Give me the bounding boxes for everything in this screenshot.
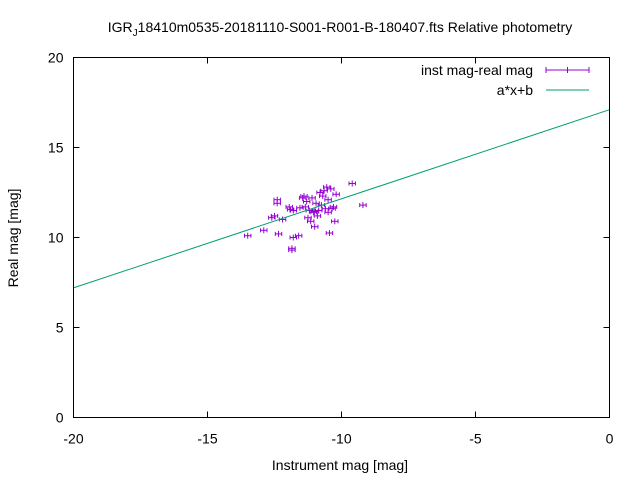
x-tick-label: -20 (63, 431, 83, 447)
data-point (301, 203, 310, 210)
data-point (286, 206, 295, 213)
data-point (325, 230, 334, 236)
data-point (324, 209, 332, 216)
chart-title-prefix: IGR (108, 19, 133, 35)
data-point (288, 247, 296, 254)
chart-title-subscript: J (133, 28, 138, 39)
x-tick-label: 0 (606, 431, 614, 447)
data-point (310, 223, 319, 230)
data-point (302, 198, 311, 205)
legend-label-fit: a*x+b (497, 82, 533, 98)
chart-title-rest: 18410m0535-20181110-S001-R001-B-180407.f… (138, 19, 573, 35)
data-point (274, 230, 283, 237)
x-tick-label: -10 (331, 431, 351, 447)
y-tick-label: 20 (48, 50, 64, 66)
data-point (329, 203, 338, 210)
data-point (273, 196, 281, 203)
y-tick-label: 10 (48, 230, 64, 246)
data-point (348, 180, 356, 187)
data-point (243, 232, 252, 239)
chart-title: IGRJ18410m0535-20181110-S001-R001-B-1804… (108, 19, 572, 39)
y-tick-label: 0 (56, 410, 64, 426)
data-point (260, 227, 268, 234)
data-point (332, 191, 340, 198)
data-point (313, 212, 322, 219)
y-tick-label: 15 (48, 140, 64, 156)
data-point (306, 218, 315, 225)
x-tick-label: -15 (197, 431, 217, 447)
data-point (304, 214, 312, 221)
data-point (294, 232, 303, 239)
data-point (319, 193, 327, 200)
x-tick-label: -5 (469, 431, 482, 447)
y-tick-label: 5 (56, 320, 64, 336)
data-point (285, 203, 293, 210)
data-point (270, 212, 279, 219)
y-axis-label: Real mag [mag] (5, 189, 21, 288)
x-axis-label: Instrument mag [mag] (272, 457, 408, 473)
data-point (327, 185, 335, 192)
data-point (300, 193, 308, 200)
fit-line (73, 109, 610, 289)
data-point (331, 218, 339, 225)
data-point (308, 194, 316, 201)
data-point (323, 184, 331, 191)
legend-label-data: inst mag-real mag (421, 62, 533, 78)
data-point (324, 196, 332, 203)
data-point (359, 202, 367, 209)
data-point (315, 207, 323, 214)
